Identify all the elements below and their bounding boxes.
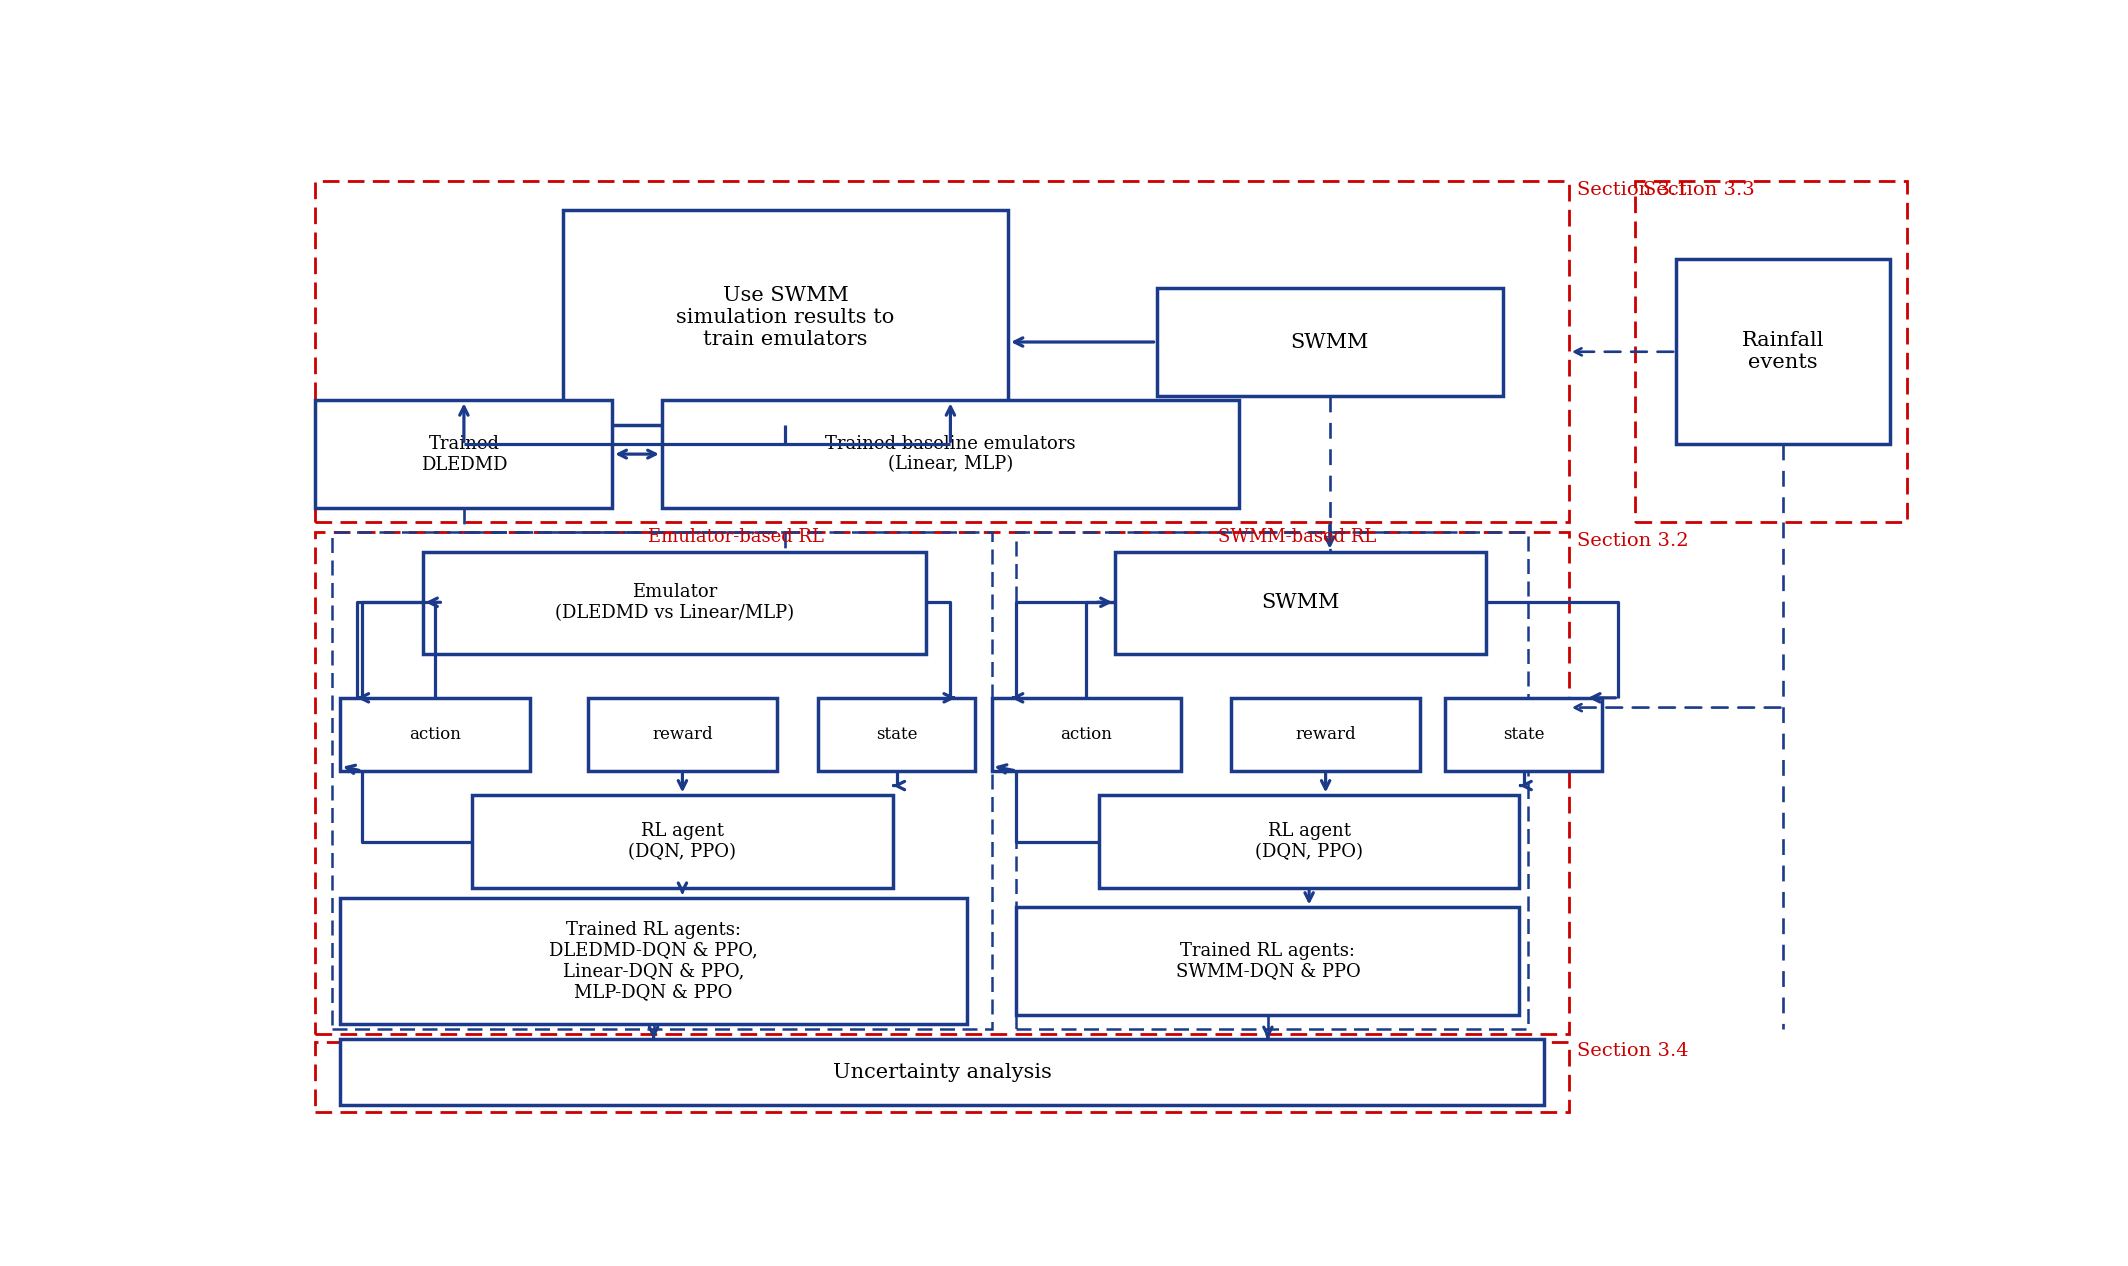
FancyBboxPatch shape	[315, 400, 613, 508]
FancyBboxPatch shape	[1098, 795, 1519, 887]
Text: SWMM-based RL: SWMM-based RL	[1217, 528, 1377, 546]
FancyBboxPatch shape	[992, 698, 1181, 771]
FancyBboxPatch shape	[340, 898, 966, 1024]
Text: Emulator-based RL: Emulator-based RL	[649, 528, 824, 546]
Text: Section 3.1: Section 3.1	[1577, 181, 1690, 199]
Text: Trained RL agents:
DLEDMD-DQN & PPO,
Linear-DQN & PPO,
MLP-DQN & PPO: Trained RL agents: DLEDMD-DQN & PPO, Lin…	[549, 920, 758, 1001]
Text: action: action	[1060, 725, 1113, 743]
Text: Trained RL agents:
SWMM-DQN & PPO: Trained RL agents: SWMM-DQN & PPO	[1175, 942, 1360, 980]
FancyBboxPatch shape	[1017, 908, 1519, 1014]
Text: Section 3.4: Section 3.4	[1577, 1042, 1690, 1060]
Text: state: state	[1502, 725, 1545, 743]
FancyBboxPatch shape	[1677, 260, 1890, 444]
Text: Rainfall
events: Rainfall events	[1743, 332, 1824, 372]
FancyBboxPatch shape	[662, 400, 1238, 508]
FancyBboxPatch shape	[1115, 552, 1485, 655]
Text: reward: reward	[651, 725, 713, 743]
Text: RL agent
(DQN, PPO): RL agent (DQN, PPO)	[628, 822, 736, 861]
Text: SWMM: SWMM	[1290, 333, 1368, 352]
Text: Trained baseline emulators
(Linear, MLP): Trained baseline emulators (Linear, MLP)	[826, 434, 1075, 473]
Text: state: state	[877, 725, 917, 743]
FancyBboxPatch shape	[562, 210, 1009, 425]
FancyBboxPatch shape	[423, 552, 926, 655]
Text: action: action	[409, 725, 462, 743]
FancyBboxPatch shape	[340, 698, 530, 771]
FancyBboxPatch shape	[1445, 698, 1602, 771]
FancyBboxPatch shape	[1230, 698, 1422, 771]
Text: Uncertainty analysis: Uncertainty analysis	[832, 1062, 1051, 1081]
FancyBboxPatch shape	[340, 1039, 1545, 1105]
FancyBboxPatch shape	[819, 698, 975, 771]
Text: Section 3.2: Section 3.2	[1577, 532, 1690, 551]
Text: RL agent
(DQN, PPO): RL agent (DQN, PPO)	[1256, 822, 1364, 861]
Text: SWMM: SWMM	[1262, 594, 1341, 613]
Text: Section 3.3: Section 3.3	[1643, 181, 1756, 199]
Text: Emulator
(DLEDMD vs Linear/MLP): Emulator (DLEDMD vs Linear/MLP)	[555, 584, 794, 622]
Text: Use SWMM
simulation results to
train emulators: Use SWMM simulation results to train emu…	[677, 286, 894, 349]
Text: Trained
DLEDMD: Trained DLEDMD	[421, 434, 506, 473]
FancyBboxPatch shape	[1158, 289, 1502, 395]
Text: reward: reward	[1296, 725, 1356, 743]
FancyBboxPatch shape	[587, 698, 777, 771]
FancyBboxPatch shape	[472, 795, 894, 887]
